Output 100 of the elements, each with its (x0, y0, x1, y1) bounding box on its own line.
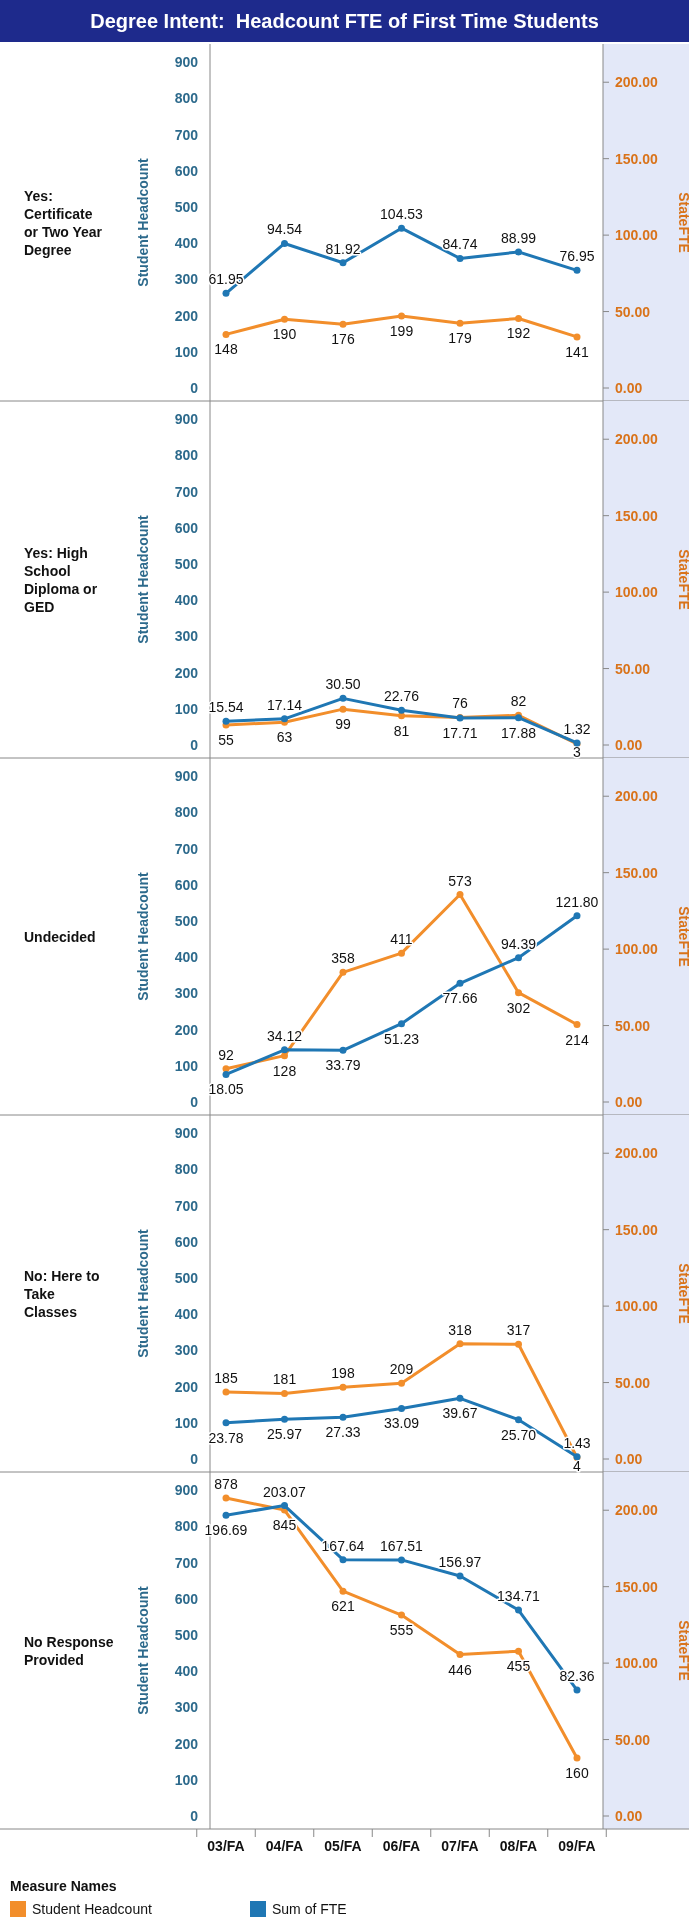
data-label: 317 (506, 1322, 531, 1339)
y-tick-label: 100 (174, 1057, 199, 1074)
data-label: 27.33 (325, 1424, 361, 1441)
y-tick-label: 500 (174, 1269, 199, 1286)
data-label: 446 (448, 1661, 472, 1678)
y-tick-label: 400 (174, 592, 199, 609)
y2-tick-label: 50.00 (615, 1731, 651, 1748)
y-tick-label: 800 (174, 1518, 199, 1535)
data-label: 128 (272, 1062, 297, 1079)
y2-tick-label: 150.00 (615, 864, 659, 881)
y2-tick-label: 150.00 (615, 507, 659, 524)
data-label: 55 (218, 732, 234, 749)
y2-tick-label: 0.00 (615, 1451, 643, 1467)
y-axis-title: Student Headcount (135, 158, 151, 287)
data-label: 94.39 (500, 935, 537, 952)
data-label: 190 (272, 326, 297, 343)
data-label: 39.67 (442, 1405, 478, 1422)
x-tick-label: 07/FA (441, 1838, 479, 1854)
y-tick-label: 200 (174, 1378, 199, 1395)
data-label: 104.53 (380, 206, 424, 223)
y-tick-label: 700 (174, 840, 199, 857)
data-label: 84.74 (442, 236, 478, 253)
x-tick-label: 09/FA (558, 1838, 596, 1854)
legend-title: Measure Names (10, 1878, 117, 1894)
data-label: 198 (331, 1365, 355, 1382)
y-tick-label: 500 (174, 1626, 199, 1643)
data-label: 17.88 (500, 724, 537, 741)
y2-tick-label: 200.00 (615, 74, 659, 91)
y-tick-label: 0 (190, 380, 199, 396)
data-label: 81.92 (325, 240, 361, 257)
data-label: 199 (389, 322, 414, 339)
y2-tick-label: 0.00 (615, 1808, 643, 1824)
data-label: 185 (214, 1370, 238, 1387)
data-label: 17.71 (442, 724, 478, 741)
data-label: 25.97 (266, 1426, 303, 1443)
y-tick-label: 0 (190, 1451, 199, 1467)
data-label: 76.95 (559, 248, 595, 265)
data-label: 81 (393, 722, 410, 739)
data-label: 573 (448, 872, 472, 889)
data-label: 141 (565, 343, 589, 360)
y2-axis-title: StateFTE (676, 1263, 689, 1324)
y-tick-label: 100 (174, 343, 199, 360)
y-tick-label: 300 (174, 1342, 199, 1359)
data-label: 82 (510, 693, 527, 710)
y2-tick-label: 0.00 (615, 1094, 643, 1110)
y2-axis-title: StateFTE (676, 192, 689, 253)
y-tick-label: 400 (174, 1663, 199, 1680)
y-tick-label: 600 (174, 162, 199, 179)
data-label: 167.51 (380, 1537, 424, 1554)
data-label: 99 (335, 716, 351, 733)
data-label: 25.70 (500, 1426, 537, 1443)
y-tick-label: 900 (174, 768, 199, 785)
y-axis-title: Student Headcount (135, 1229, 151, 1358)
data-label: 3 (573, 744, 582, 760)
y-tick-label: 100 (174, 1771, 199, 1788)
data-label: 88.99 (500, 229, 537, 246)
y2-tick-label: 100.00 (615, 1655, 659, 1672)
y-tick-label: 700 (174, 483, 199, 500)
y-tick-label: 0 (190, 737, 199, 753)
x-tick-label: 05/FA (324, 1838, 362, 1854)
y-tick-label: 0 (190, 1094, 199, 1110)
y-tick-label: 700 (174, 1197, 199, 1214)
data-label: 1.32 (563, 720, 591, 737)
legend-label: Sum of FTE (272, 1901, 347, 1917)
data-label: 134.71 (497, 1588, 541, 1605)
data-label: 878 (214, 1476, 238, 1493)
text: Undecided (24, 928, 96, 945)
x-tick-label: 08/FA (499, 1838, 538, 1854)
y-tick-label: 500 (174, 555, 199, 572)
y-axis-title: Student Headcount (135, 872, 151, 1001)
y2-tick-label: 100.00 (615, 1298, 659, 1315)
text: No Response Provided (24, 1633, 114, 1668)
y-tick-label: 900 (174, 411, 199, 428)
data-label: 94.54 (266, 221, 303, 238)
y2-tick-label: 200.00 (615, 788, 659, 805)
x-tick-label: 03/FA (207, 1838, 245, 1854)
y-tick-label: 800 (174, 447, 199, 464)
data-label: 160 (565, 1765, 589, 1782)
y2-tick-label: 150.00 (615, 150, 659, 167)
text: No: Here to Take Classes (24, 1267, 100, 1320)
y-tick-label: 300 (174, 985, 199, 1002)
y2-tick-label: 0.00 (615, 380, 643, 396)
text: Yes: Certificate or Two Year Degree (24, 187, 103, 258)
data-label: 203.07 (263, 1483, 307, 1500)
y-axis-title: Student Headcount (135, 515, 151, 644)
y-tick-label: 300 (174, 1699, 199, 1716)
data-label: 209 (389, 1361, 414, 1378)
data-label: 33.09 (383, 1415, 420, 1432)
data-label: 156.97 (438, 1554, 482, 1571)
y-tick-label: 600 (174, 1233, 199, 1250)
y2-tick-label: 50.00 (615, 660, 651, 677)
data-label: 555 (389, 1622, 414, 1639)
y-tick-label: 400 (174, 235, 199, 252)
data-label: 358 (331, 950, 355, 967)
y-tick-label: 200 (174, 1735, 199, 1752)
y2-tick-label: 50.00 (615, 1374, 651, 1391)
y2-tick-label: 100.00 (615, 227, 659, 244)
y2-tick-label: 0.00 (615, 737, 643, 753)
y-tick-label: 800 (174, 90, 199, 107)
data-label: 196.69 (204, 1522, 248, 1539)
